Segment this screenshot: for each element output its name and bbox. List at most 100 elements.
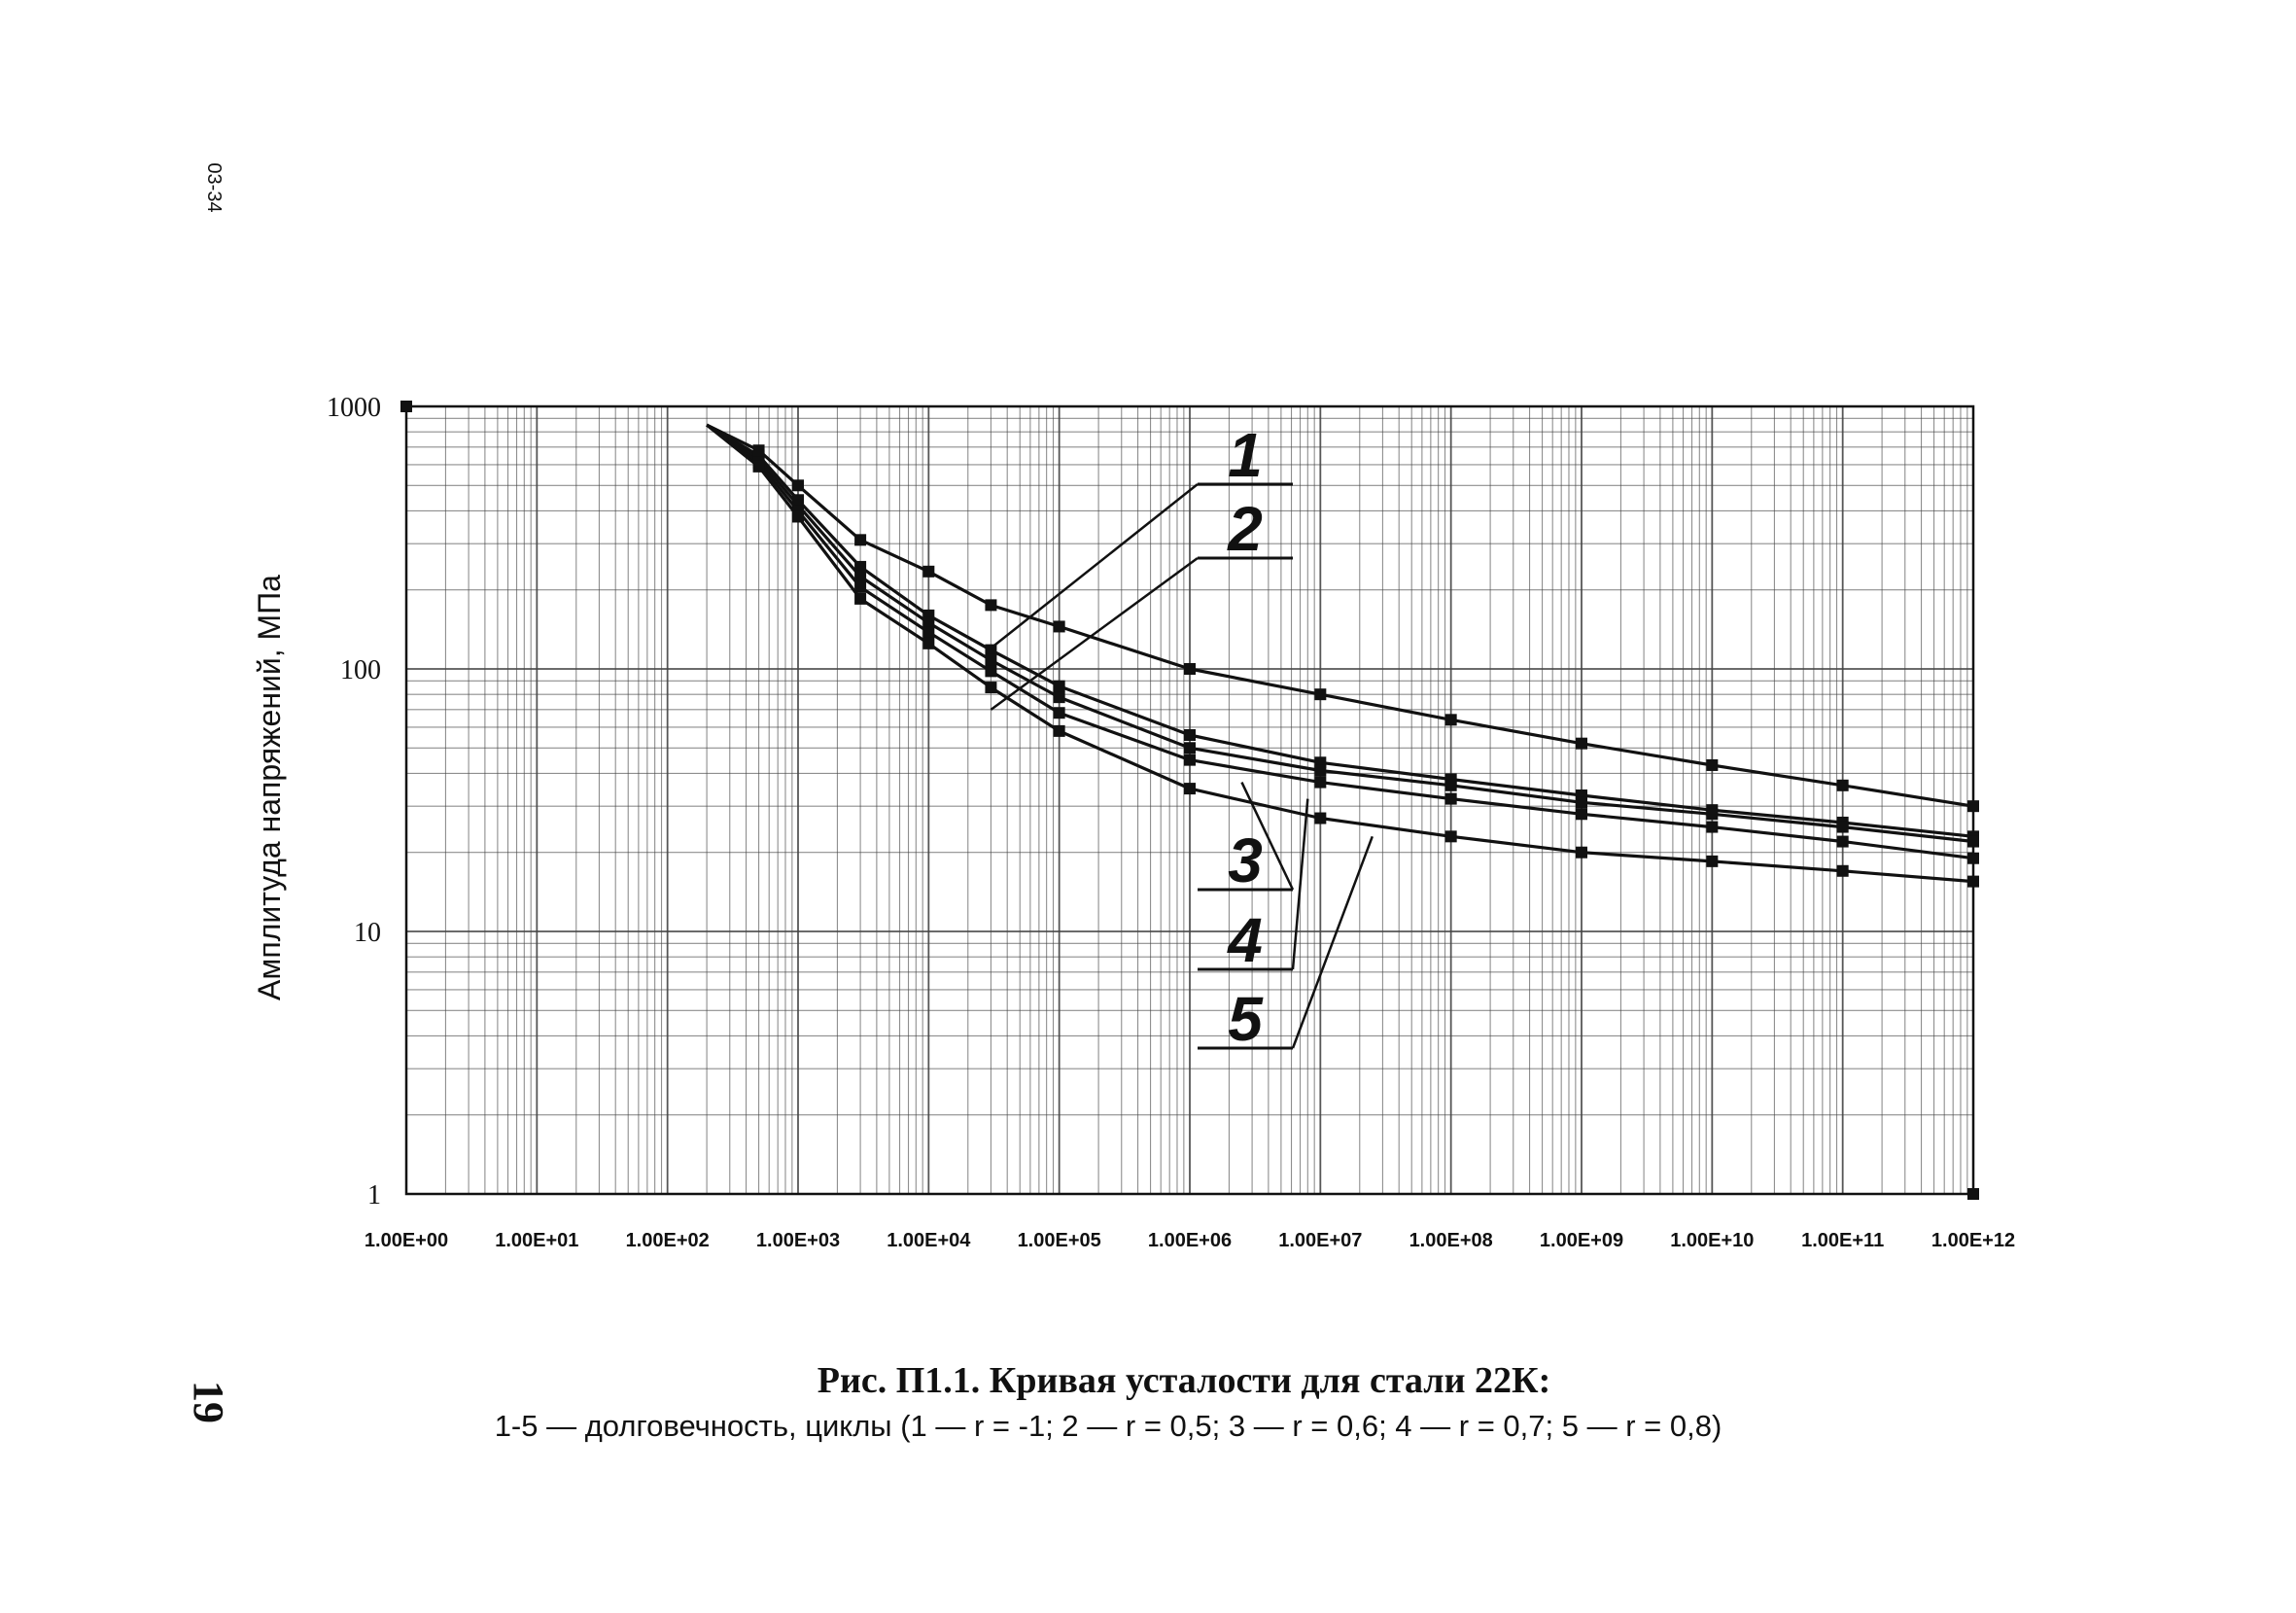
callout-leader [990,483,1199,649]
x-tick-label: 1.00E+02 [626,1230,710,1251]
data-point [1967,875,1979,888]
data-point [854,534,867,546]
y-tick-label: 1000 [327,393,381,423]
x-tick-label: 1.00E+09 [1540,1230,1623,1251]
series-line-2 [706,423,1974,838]
data-point [1706,855,1719,867]
series-line-5 [706,423,1974,884]
data-point [1576,808,1587,821]
series-line-3 [706,423,1974,844]
data-point [1053,707,1065,719]
chart-tick-labels: 1.00E+00 1.00E+01 1.00E+02 1.00E+03 1.00E+04… [327,393,2015,1251]
data-point [1053,680,1065,692]
data-point [752,460,765,473]
callout-5: 5 [1198,835,1374,1054]
callout-label: 3 [1228,825,1263,895]
y-tick-label: 10 [354,918,381,948]
chart-callouts: 12 3 4 5 [990,420,1374,1054]
data-point [922,637,935,649]
data-point [1967,835,1979,848]
data-point [1184,754,1196,766]
y-axis-label: Амплитуда напряжений, МПа [252,575,287,1000]
callout-1: 1 [990,420,1293,649]
series-2 [706,423,1979,843]
x-tick-label: 1.00E+12 [1931,1230,2015,1251]
data-point [922,616,935,629]
data-point [1836,821,1849,833]
series-4 [706,423,1979,864]
data-point [1706,821,1719,833]
figure-caption-title: Рис. П1.1. Кривая усталости для стали 22… [818,1360,1550,1401]
callout-leader [1291,798,1309,970]
series-line-4 [706,423,1974,860]
data-point [1053,620,1065,633]
data-point [1444,714,1457,726]
series-line-1 [706,423,1974,808]
data-point [1836,835,1849,848]
callout-2: 2 [990,494,1293,711]
callout-label: 5 [1228,984,1264,1054]
page-number: 19 [185,1381,232,1423]
data-point [792,510,804,523]
callout-4: 4 [1198,798,1309,975]
data-point [1314,812,1327,824]
data-point [1706,758,1719,771]
data-point [854,580,867,593]
chart-series-group [706,423,1979,888]
x-tick-label: 1.00E+04 [887,1230,971,1251]
x-tick-label: 1.00E+06 [1148,1230,1232,1251]
callout-3: 3 [1198,782,1295,895]
chart-grid [405,406,1973,1195]
data-point [1444,830,1457,843]
callout-leader [990,556,1199,711]
x-tick-label: 1.00E+10 [1670,1230,1754,1251]
data-point [922,626,935,639]
data-point [1706,808,1719,821]
data-point [792,479,804,492]
y-tick-label: 100 [340,655,381,685]
x-tick-label: 1.00E+03 [756,1230,840,1251]
series-5 [706,423,1979,888]
data-point [985,599,997,612]
page-code: 03-34 [203,162,225,212]
data-point [1576,846,1587,859]
callout-leader [1240,782,1295,891]
x-tick-label: 1.00E+08 [1409,1230,1493,1251]
data-point [985,653,997,666]
plot-frame [404,404,1975,1196]
figure-caption-subtitle: 1-5 — долговечность, циклы (1 — r = -1; … [495,1409,1722,1443]
data-point [1314,688,1327,701]
data-point [1967,852,1979,864]
x-tick-label: 1.00E+07 [1278,1230,1362,1251]
data-point [1314,776,1327,789]
x-tick-label: 1.00E+01 [495,1230,578,1251]
callout-label: 2 [1227,494,1263,564]
data-point [985,665,997,678]
data-point [1053,691,1065,704]
callout-leader [1291,835,1374,1049]
data-point [922,565,935,578]
axis-corner-marker [400,401,412,412]
data-point [1184,663,1196,675]
data-point [1184,728,1196,741]
x-tick-label: 1.00E+11 [1801,1230,1884,1251]
y-tick-label: 1 [367,1180,381,1210]
data-point [1314,764,1327,777]
data-point [1184,742,1196,754]
callout-label: 4 [1226,905,1263,975]
axis-corner-marker [1967,1188,1979,1200]
data-point [1053,724,1065,737]
x-tick-label: 1.00E+05 [1018,1230,1101,1251]
data-point [1836,779,1849,791]
x-tick-label: 1.00E+00 [365,1230,448,1251]
data-point [854,560,867,573]
data-point [1576,737,1587,750]
data-point [1967,800,1979,813]
data-point [1836,864,1849,877]
data-point [985,682,997,694]
data-point [1444,792,1457,805]
series-1 [706,423,1979,813]
data-point [1184,783,1196,795]
